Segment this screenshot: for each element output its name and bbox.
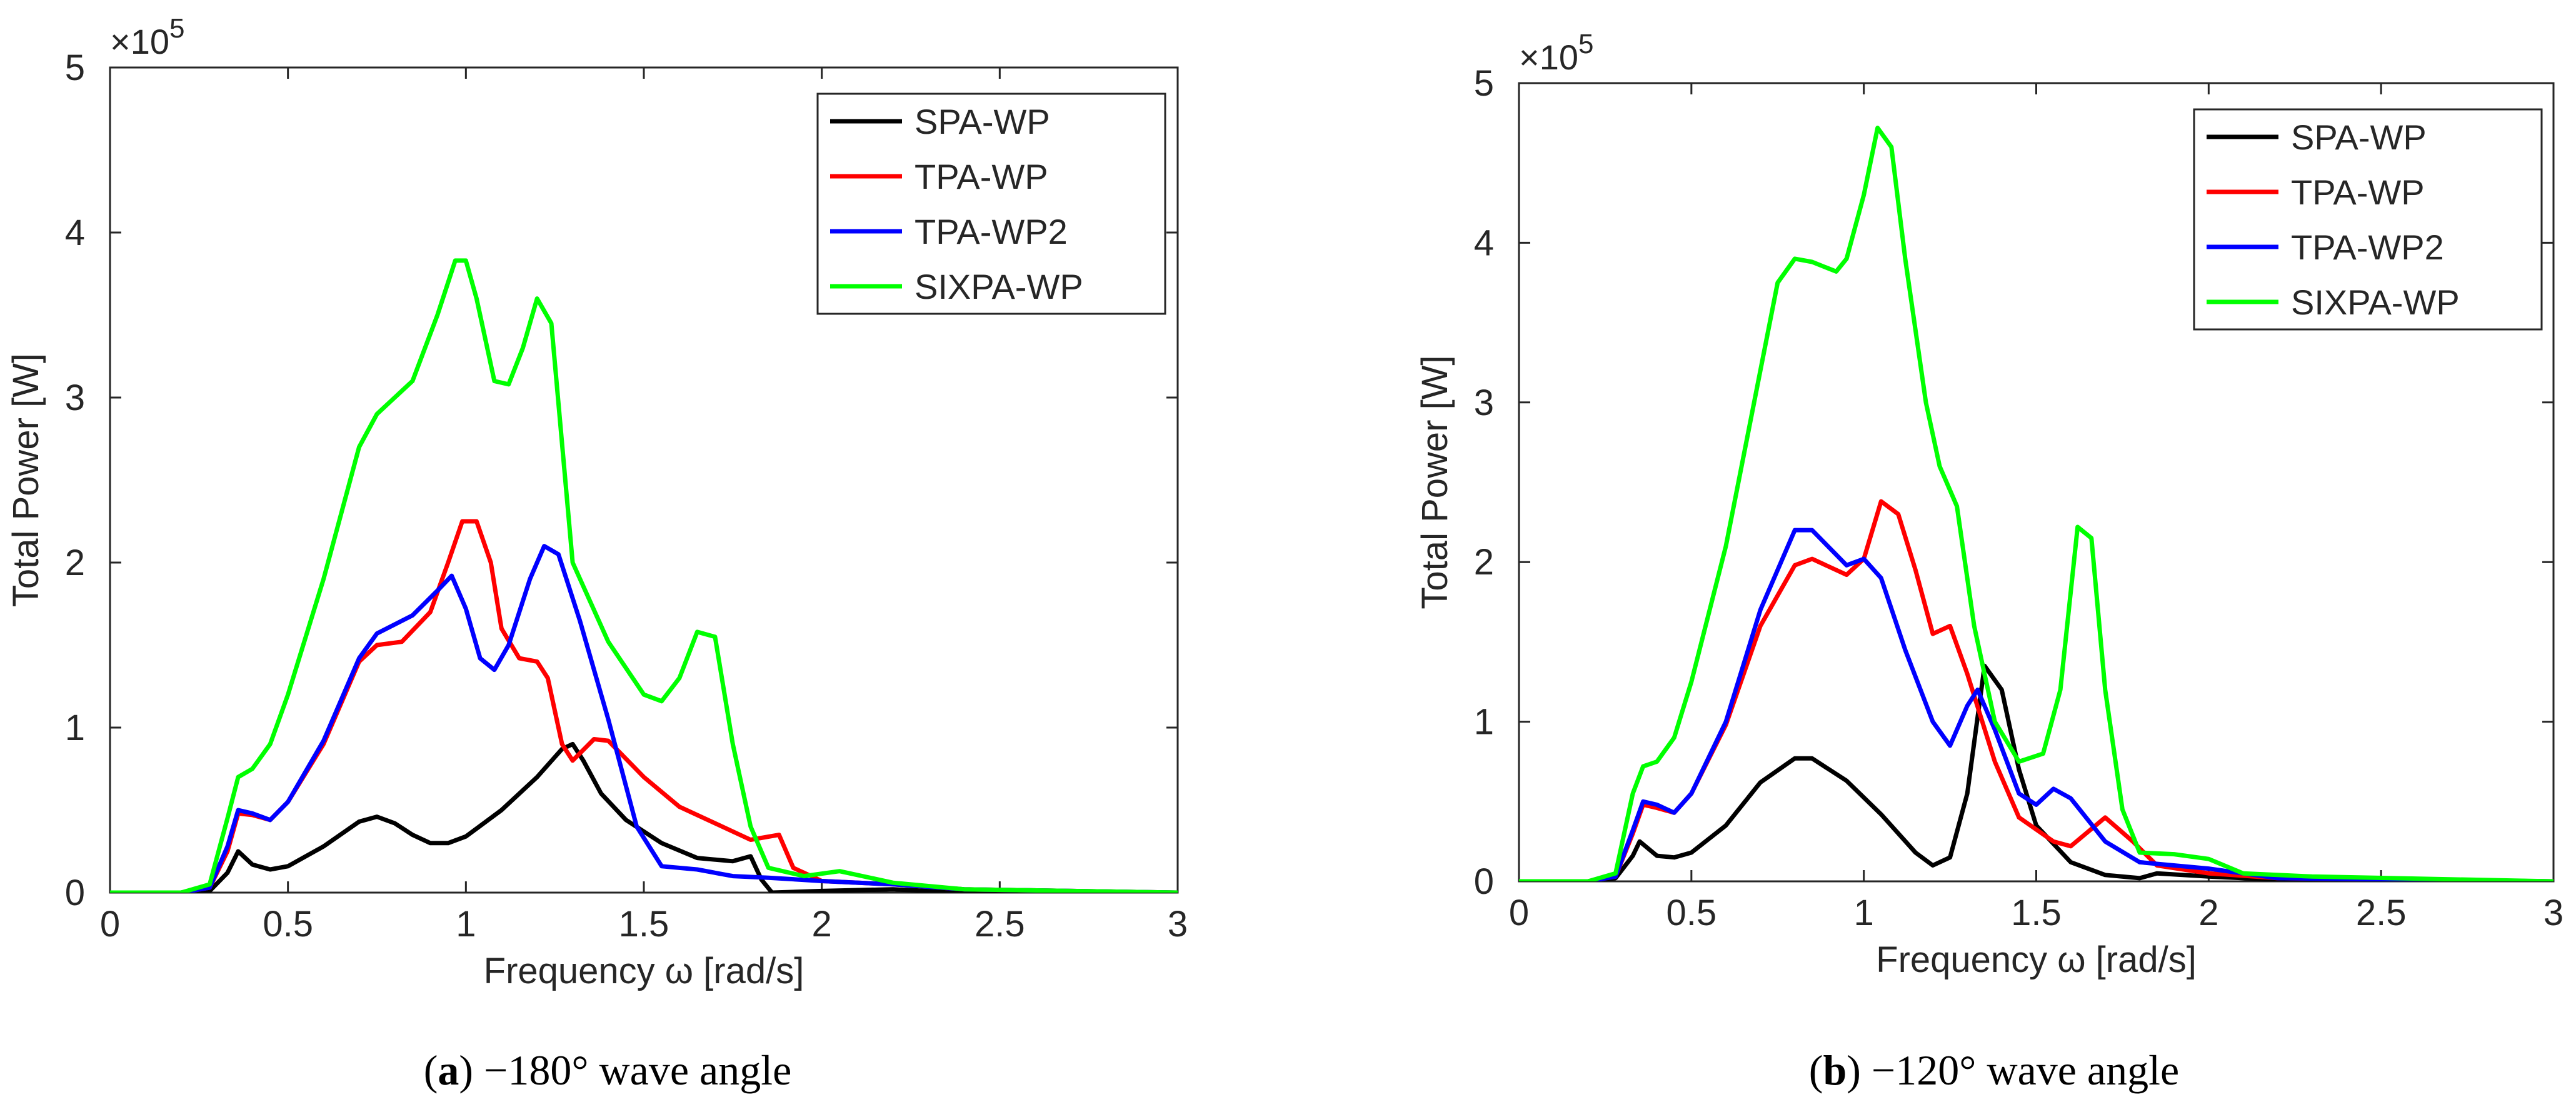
p0-legend-box — [816, 93, 1166, 315]
caption-b-text: −120° wave angle — [1872, 1046, 2179, 1094]
p0-x-tick-label: 3 — [1168, 904, 1188, 944]
p0-y-tick-label: 1 — [65, 708, 85, 748]
caption-b-label: b — [1823, 1046, 1847, 1094]
p0-y-multiplier-exponent: 5 — [169, 13, 184, 44]
p1-legend: SPA-WP TPA-WP TPA-WP2 SIXPA-WP — [2193, 108, 2543, 331]
p0-legend-entry: TPA-WP2 — [915, 212, 1068, 251]
p1-x-tick-label: 0 — [1509, 893, 1529, 933]
p1-legend-entry: SPA-WP — [2291, 118, 2427, 157]
p1-x-axis-label: Frequency ω [rad/s] — [1876, 939, 2197, 980]
p1-x-tick-label: 1.5 — [2011, 893, 2062, 933]
p0-y-tick-label: 3 — [65, 378, 85, 418]
p0-x-tick-label: 0.5 — [263, 904, 313, 944]
p1-series-line-spa-wp — [1519, 663, 2553, 881]
p0-series-line-tpa-wp2 — [110, 544, 1178, 893]
p1-y-tick-label: 4 — [1474, 223, 1494, 263]
p1-x-tick-label: 2 — [2198, 893, 2218, 933]
p1-x-tick-label: 1 — [1854, 893, 1874, 933]
caption-a-text: −180° wave angle — [484, 1046, 791, 1094]
p1-x-tick-label: 2.5 — [2356, 893, 2407, 933]
caption-b: (b) −120° wave angle — [1809, 1046, 2179, 1094]
p1-y-multiplier: ×105 — [1519, 29, 1593, 77]
p1-y-tick-label: 5 — [1474, 63, 1494, 104]
p1-y-tick-label: 2 — [1474, 542, 1494, 583]
p0-y-tick-label: 2 — [65, 543, 85, 583]
p1-legend-box — [2193, 108, 2543, 331]
p1-x-tick-label: 0.5 — [1666, 893, 1717, 933]
p1-series-line-tpa-wp2 — [1519, 528, 2553, 881]
p0-x-tick-label: 1.5 — [619, 904, 669, 944]
p1-x-tick-label: 3 — [2543, 893, 2563, 933]
p0-series-line-sixpa-wp — [110, 258, 1178, 893]
p1-y-tick-label: 0 — [1474, 861, 1494, 902]
p0-x-axis-label: Frequency ω [rad/s] — [484, 951, 804, 991]
p1-legend-entry: TPA-WP — [2291, 173, 2425, 212]
caption-a-label: a — [438, 1046, 459, 1094]
p0-legend-entry: TPA-WP — [915, 157, 1048, 196]
caption-a: (a) −180° wave angle — [424, 1046, 792, 1094]
p0-legend: SPA-WP TPA-WP TPA-WP2 SIXPA-WP — [816, 93, 1166, 315]
p1-y-tick-label: 1 — [1474, 702, 1494, 743]
p0-y-tick-label: 4 — [65, 213, 85, 253]
p0-y-multiplier: ×105 — [110, 13, 184, 61]
p0-series-line-spa-wp — [110, 741, 1178, 893]
p0-x-tick-label: 0 — [100, 904, 120, 944]
p0-y-axis-label: Total Power [W] — [6, 353, 46, 607]
p0-y-tick-label: 0 — [65, 873, 85, 913]
p0-x-tick-label: 2.5 — [975, 904, 1025, 944]
p1-legend-entry: TPA-WP2 — [2291, 228, 2444, 267]
p0-x-tick-label: 2 — [812, 904, 832, 944]
p1-y-tick-label: 3 — [1474, 383, 1494, 423]
p1-series-line-tpa-wp — [1519, 499, 2553, 881]
p1-y-axis-label: Total Power [W] — [1415, 355, 1455, 609]
p0-y-tick-label: 5 — [65, 48, 85, 88]
p0-legend-entry: SPA-WP — [915, 102, 1050, 141]
p0-x-tick-label: 1 — [456, 904, 476, 944]
p1-series-line-sixpa-wp — [1519, 126, 2553, 881]
p0-legend-entry: SIXPA-WP — [915, 267, 1083, 306]
p1-legend-entry: SIXPA-WP — [2291, 283, 2460, 322]
p1-y-multiplier-exponent: 5 — [1578, 29, 1593, 59]
